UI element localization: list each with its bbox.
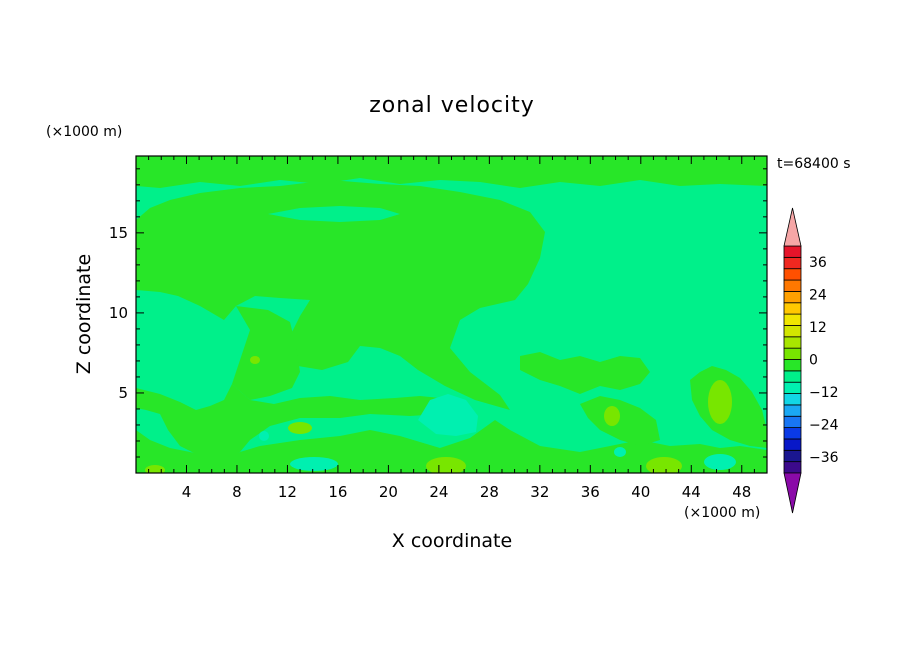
- colorbar-segment: [783, 449, 802, 463]
- field-left-tongue: [232, 306, 300, 400]
- x-tick-label: 40: [631, 483, 650, 501]
- field-right-lower: [580, 396, 660, 446]
- velocity-field: [136, 156, 767, 473]
- field-core-1: [708, 380, 732, 424]
- field-neg-core-2: [290, 457, 338, 471]
- field-core-2: [604, 406, 620, 426]
- colorbar-segment: [783, 268, 802, 281]
- chart-title: zonal velocity: [369, 93, 535, 118]
- field-neg-core-3: [704, 454, 736, 470]
- colorbar-segment: [783, 404, 802, 417]
- colorbar-tick-label: 24: [809, 288, 827, 304]
- field-right-middle: [520, 352, 650, 394]
- colorbar-tick-label: 0: [809, 353, 818, 369]
- colorbar-tick-label: 36: [809, 255, 827, 271]
- y-tick-label: 15: [109, 224, 128, 242]
- field-left-lower: [136, 384, 455, 460]
- field-core-3: [288, 422, 312, 434]
- x-tick-label: 20: [379, 483, 398, 501]
- colorbar-segment: [783, 336, 802, 349]
- x-tick-label: 36: [581, 483, 600, 501]
- colorbar-tick-label: −24: [809, 417, 839, 433]
- y-tick-label: 5: [118, 384, 128, 402]
- colorbar-tick-label: −36: [809, 450, 839, 466]
- colorbar-segment: [783, 381, 802, 394]
- colorbar-segment: [783, 359, 802, 372]
- x-tick-label: 48: [732, 483, 751, 501]
- field-bottom-band: [136, 420, 767, 473]
- colorbar-extend-high: [783, 207, 802, 247]
- x-axis-label: X coordinate: [392, 530, 512, 552]
- colorbar-segment: [783, 438, 802, 451]
- x-tick-label: 32: [530, 483, 549, 501]
- x-tick-label: 16: [328, 483, 347, 501]
- x-axis-ticks: 4 8 12 16 20 24 28 32 36 40 44 48: [148, 156, 755, 501]
- colorbar-tick-label: 12: [809, 320, 827, 336]
- y-unit-label: (×1000 m): [46, 124, 122, 140]
- y-axis-label: Z coordinate: [73, 254, 95, 374]
- field-core-4: [250, 356, 260, 364]
- colorbar-tick-label: −12: [809, 385, 839, 401]
- time-label: t=68400 s: [777, 156, 851, 172]
- colorbar-segment: [783, 325, 802, 338]
- colorbar: 36 24 12 0 −12 −24 −36: [783, 207, 839, 514]
- x-unit-label: (×1000 m): [684, 505, 760, 521]
- field-top-band: [136, 156, 767, 188]
- field-upper-hole: [268, 206, 400, 222]
- colorbar-segment: [783, 302, 802, 315]
- field-neg-core-4: [259, 431, 269, 441]
- colorbar-segment: [783, 279, 802, 292]
- colorbar-segment: [783, 393, 802, 406]
- colorbar-segment: [783, 461, 802, 474]
- x-tick-label: 12: [278, 483, 297, 501]
- colorbar-segment: [783, 313, 802, 326]
- colorbar-segment: [783, 256, 802, 270]
- colorbar-segment: [783, 370, 802, 383]
- x-tick-label: 28: [480, 483, 499, 501]
- colorbar-segment: [783, 290, 802, 304]
- y-tick-label: 10: [109, 304, 128, 322]
- colorbar-segment: [783, 245, 802, 258]
- field-core-7: [145, 465, 165, 473]
- field-upper-positive: [136, 180, 545, 410]
- field-neg-core-1: [418, 394, 478, 436]
- x-tick-label: 24: [429, 483, 448, 501]
- colorbar-segment: [783, 415, 802, 429]
- x-tick-label: 8: [232, 483, 242, 501]
- field-neg-core-5: [614, 447, 626, 457]
- field-core-6: [646, 457, 682, 473]
- field-core-5: [426, 457, 466, 473]
- colorbar-segment: [783, 347, 802, 360]
- colorbar-extend-low: [783, 472, 802, 514]
- y-axis-ticks: 5 10 15: [109, 168, 767, 458]
- x-tick-label: 44: [682, 483, 701, 501]
- x-tick-label: 4: [182, 483, 192, 501]
- colorbar-segment: [783, 427, 802, 440]
